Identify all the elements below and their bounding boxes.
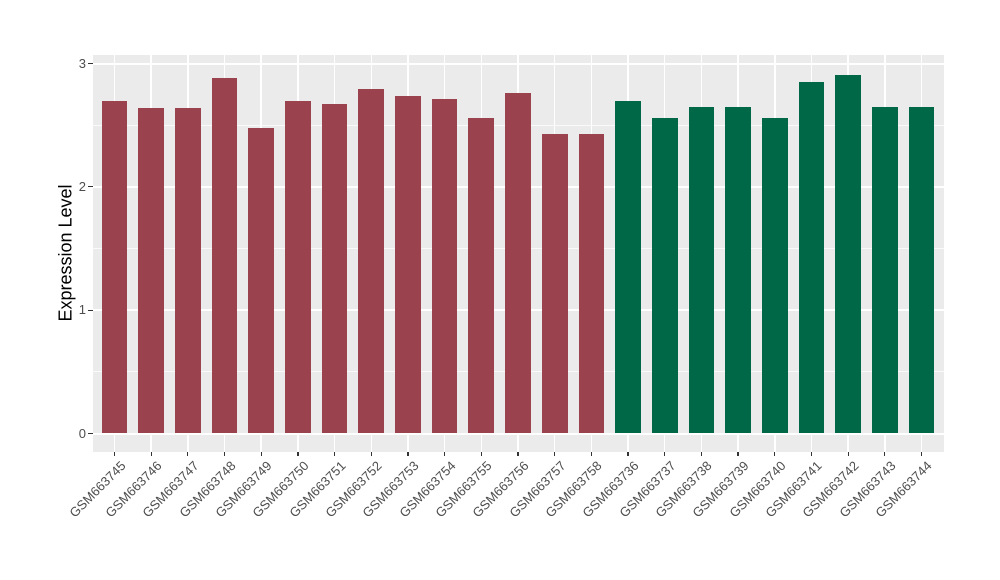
x-tick bbox=[664, 451, 666, 456]
bar-GSM663737 bbox=[651, 117, 678, 434]
x-tick bbox=[480, 451, 482, 456]
y-tick-label: 0 bbox=[78, 425, 86, 441]
bar-GSM663746 bbox=[138, 107, 165, 434]
bar-GSM663743 bbox=[871, 106, 898, 434]
bar-GSM663758 bbox=[578, 133, 605, 434]
x-tick bbox=[700, 451, 702, 456]
x-tick bbox=[554, 451, 556, 456]
y-tick-label: 2 bbox=[78, 178, 86, 194]
bar-GSM663757 bbox=[541, 133, 568, 434]
bar-GSM663751 bbox=[321, 104, 348, 434]
x-tick bbox=[407, 451, 409, 456]
bar-GSM663741 bbox=[798, 82, 825, 434]
y-tick bbox=[88, 62, 93, 65]
plot-panel bbox=[92, 55, 944, 452]
bar-GSM663742 bbox=[835, 74, 861, 434]
x-tick bbox=[444, 451, 446, 456]
x-tick bbox=[884, 451, 886, 456]
y-axis-title: Expression Level bbox=[55, 184, 76, 322]
bar-GSM663738 bbox=[688, 106, 715, 434]
bar-GSM663754 bbox=[431, 99, 458, 434]
x-tick bbox=[187, 451, 189, 456]
bar-GSM663755 bbox=[468, 117, 495, 434]
bar-GSM663750 bbox=[285, 100, 311, 434]
y-tick bbox=[88, 432, 93, 435]
bar-GSM663756 bbox=[505, 93, 531, 434]
bar-GSM663752 bbox=[358, 89, 385, 434]
bar-GSM663749 bbox=[248, 127, 275, 434]
x-tick bbox=[370, 451, 372, 456]
bar-GSM663753 bbox=[395, 95, 421, 434]
x-tick bbox=[590, 451, 592, 456]
x-tick bbox=[333, 451, 336, 456]
x-tick bbox=[150, 451, 152, 456]
y-tick bbox=[88, 309, 93, 311]
x-tick bbox=[810, 451, 813, 456]
y-tick-label: 3 bbox=[78, 55, 86, 71]
bar-GSM663745 bbox=[101, 100, 128, 434]
x-tick bbox=[774, 451, 776, 456]
bar-GSM663740 bbox=[761, 117, 788, 434]
x-tick bbox=[847, 451, 849, 456]
bar-GSM663736 bbox=[615, 100, 641, 434]
y-tick bbox=[88, 186, 93, 188]
y-tick-label: 1 bbox=[78, 302, 86, 318]
x-tick bbox=[297, 451, 299, 456]
x-tick bbox=[517, 451, 519, 456]
x-tick bbox=[223, 451, 226, 456]
x-tick bbox=[113, 451, 116, 456]
x-tick bbox=[260, 451, 262, 456]
x-tick bbox=[627, 451, 629, 456]
bar-GSM663747 bbox=[175, 107, 201, 434]
x-tick bbox=[737, 451, 739, 456]
bar-GSM663748 bbox=[211, 78, 238, 434]
bar-GSM663739 bbox=[725, 106, 751, 434]
x-tick bbox=[920, 451, 923, 456]
bar-GSM663744 bbox=[908, 106, 935, 434]
